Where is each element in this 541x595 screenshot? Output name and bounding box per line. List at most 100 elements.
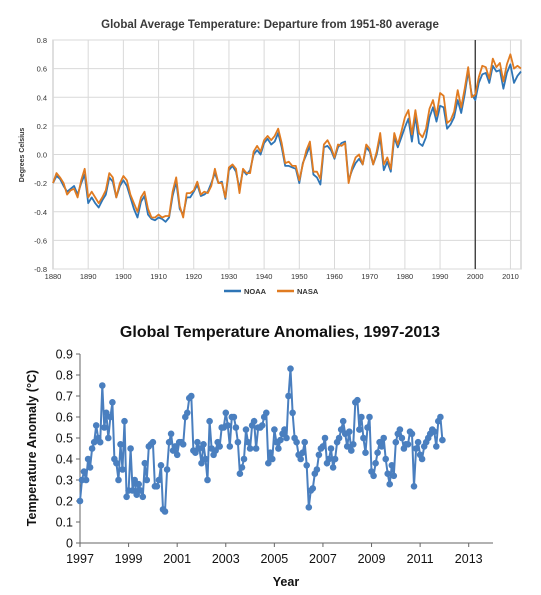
chart-bottom-svg: Global Temperature Anomalies, 1997-2013 … <box>25 324 493 589</box>
data-point <box>121 417 128 425</box>
data-point <box>269 455 276 463</box>
data-point <box>246 445 254 452</box>
y-tick-label: 0.3 <box>56 474 73 488</box>
x-ticks-bottom: 1997 1999 2001 2003 2005 2007 2009 2011 2013 <box>66 543 483 566</box>
data-point <box>325 455 333 463</box>
data-point <box>163 466 171 473</box>
data-point <box>275 445 282 452</box>
data-point <box>362 449 369 456</box>
data-point <box>76 497 84 505</box>
data-point <box>366 413 373 421</box>
data-point <box>267 449 274 456</box>
data-point <box>141 459 149 467</box>
data-point <box>115 476 122 484</box>
data-point <box>372 459 379 467</box>
data-point <box>410 483 418 490</box>
data-point <box>127 445 134 452</box>
x-tick-label: 1950 <box>291 272 308 281</box>
data-point <box>204 476 211 484</box>
data-point <box>206 417 213 425</box>
data-point <box>348 447 355 454</box>
x-tick-label: 1980 <box>397 272 414 281</box>
data-point <box>131 476 138 484</box>
data-point <box>224 422 232 429</box>
data-point <box>188 392 195 400</box>
data-point <box>281 426 288 433</box>
data-point <box>117 441 124 448</box>
data-point <box>109 399 116 406</box>
x-tick-label: 1880 <box>45 272 62 281</box>
data-point <box>202 455 209 463</box>
data-point <box>418 455 426 463</box>
x-tick-label: 1990 <box>432 272 449 281</box>
data-point <box>364 424 371 431</box>
data-point <box>346 428 353 435</box>
y-tick-label: 0.2 <box>56 495 73 509</box>
data-point <box>321 434 329 442</box>
data-point <box>263 409 270 417</box>
data-point <box>238 464 246 471</box>
x-tick-label: 2005 <box>260 552 288 566</box>
data-point <box>99 382 106 389</box>
data-point <box>271 426 278 433</box>
legend-label-noaa: NOAA <box>244 287 267 296</box>
data-point <box>155 476 163 484</box>
data-point <box>433 443 440 450</box>
y-tick-label: 0.8 <box>37 36 47 45</box>
y-axis-label-bottom: Temperature Anomaly (°C) <box>25 370 39 526</box>
y-tick-label: 0.2 <box>37 122 47 131</box>
data-point <box>216 443 223 450</box>
data-point <box>301 438 309 446</box>
data-point <box>196 445 203 452</box>
data-point <box>315 451 323 459</box>
legend-label-nasa: NASA <box>297 287 319 296</box>
y-tick-label: 0.6 <box>37 65 47 74</box>
data-point <box>439 436 446 444</box>
data-point <box>192 449 199 456</box>
data-point <box>303 462 311 469</box>
x-tick-label: 1900 <box>115 272 132 281</box>
y-tick-label: 0 <box>66 537 73 551</box>
data-point <box>212 447 219 454</box>
x-tick-label: 2009 <box>358 552 386 566</box>
x-axis-label-bottom: Year <box>273 575 300 589</box>
data-point <box>165 438 173 446</box>
y-tick-label: 0.6 <box>56 411 73 425</box>
data-point <box>92 422 100 429</box>
data-point <box>380 434 388 442</box>
data-point <box>250 417 258 425</box>
data-point <box>86 464 94 471</box>
x-ticks-top: 1880 1890 1900 1910 1920 1930 1940 1950 1960 1970… <box>45 272 519 281</box>
x-tick-label: 2001 <box>163 552 191 566</box>
data-point <box>398 434 406 442</box>
data-point <box>390 472 398 480</box>
data-point <box>265 459 272 467</box>
data-point <box>107 413 114 421</box>
data-point <box>139 493 147 501</box>
data-point <box>236 470 244 477</box>
data-point <box>404 441 412 448</box>
x-tick-label: 2013 <box>455 552 483 566</box>
y-tick-label: 0.5 <box>56 432 73 446</box>
x-tick-label: 1960 <box>326 272 343 281</box>
data-point <box>370 472 377 480</box>
data-point <box>234 438 242 446</box>
data-point <box>119 466 126 473</box>
data-point <box>293 438 300 446</box>
y-tick-label: 0.9 <box>56 348 73 362</box>
x-tick-label: 1930 <box>221 272 238 281</box>
data-point <box>329 464 337 471</box>
data-point <box>297 455 305 463</box>
data-point <box>161 508 169 515</box>
data-point <box>299 449 307 456</box>
x-tick-label: 1999 <box>115 552 143 566</box>
data-point <box>184 409 191 417</box>
data-point <box>356 426 363 433</box>
data-point <box>96 438 104 446</box>
data-point <box>384 470 392 477</box>
data-point <box>226 443 234 450</box>
y-tick-label: -0.2 <box>34 179 47 188</box>
y-tick-label: 0.1 <box>56 516 73 530</box>
data-point <box>285 392 292 400</box>
